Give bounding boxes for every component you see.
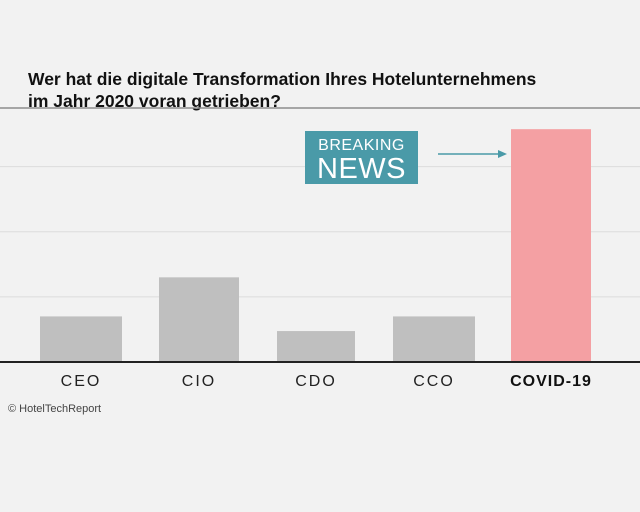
breaking-news-line-2: NEWS xyxy=(317,153,406,184)
breaking-news-line-1: BREAKING xyxy=(318,137,405,154)
bar-ceo xyxy=(40,316,122,362)
bar-cio xyxy=(159,277,239,362)
x-tick-label-cio: CIO xyxy=(181,373,217,390)
x-tick-label-cdo: CDO xyxy=(295,373,337,390)
x-tick-label-covid-19: COVID-19 xyxy=(510,373,592,390)
bar-cco xyxy=(393,316,475,362)
x-tick-label-cco: CCO xyxy=(413,373,455,390)
bar-cdo xyxy=(277,331,355,362)
bar-covid-19 xyxy=(511,129,591,362)
source-credit: © HotelTechReport xyxy=(8,403,102,415)
x-tick-label-ceo: CEO xyxy=(60,373,102,390)
chart-title: Wer hat die digitale Transformation Ihre… xyxy=(28,68,608,112)
breaking-news-badge: BREAKING NEWS xyxy=(305,131,418,184)
chart-title-line-1: Wer hat die digitale Transformation Ihre… xyxy=(28,69,537,89)
chart-title-line-2: im Jahr 2020 voran getrieben? xyxy=(28,91,281,111)
arrow-head xyxy=(498,150,507,158)
